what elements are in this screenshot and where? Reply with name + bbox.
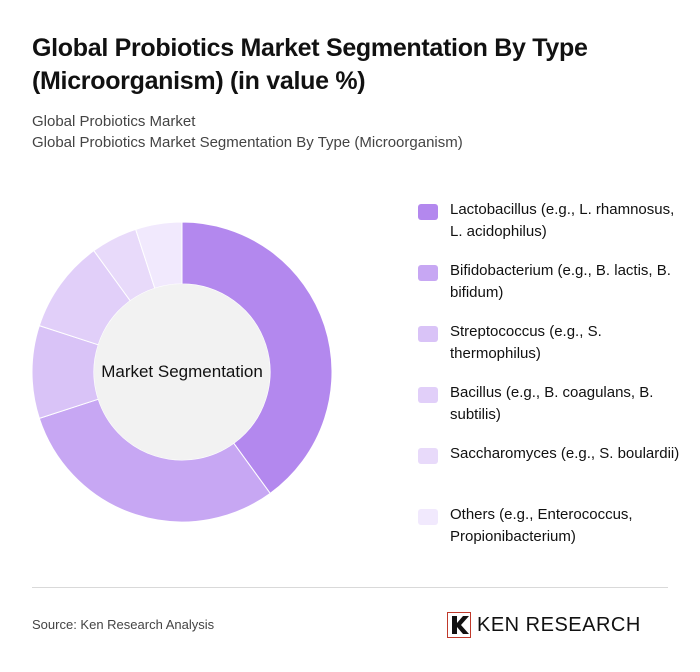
chart-subtitle-segmentation: Global Probiotics Market Segmentation By… [32, 134, 463, 151]
legend-swatch [418, 387, 438, 403]
ken-research-logo: KEN RESEARCH [447, 612, 669, 638]
legend-label: Streptococcus (e.g., S. thermophilus) [450, 323, 602, 362]
legend-label: Others (e.g., Enterococcus, Propionibact… [450, 506, 633, 545]
donut-center-label: Market Segmentation [101, 362, 263, 381]
legend-swatch [418, 448, 438, 464]
legend-swatch [418, 326, 438, 342]
legend-swatch [418, 509, 438, 525]
footer-divider [32, 587, 668, 588]
donut-hole [94, 284, 270, 460]
ken-research-logo-text: KEN RESEARCH [477, 614, 641, 636]
legend-label: Lactobacillus (e.g., L. rhamnosus, L. ac… [450, 201, 675, 240]
legend-label: Bifidobacterium (e.g., B. lactis, B. bif… [450, 262, 671, 301]
chart-title: Global Probiotics Market Segmentation By… [32, 34, 588, 95]
chart-subtitle-market: Global Probiotics Market [32, 113, 196, 130]
ken-research-logo-mark [447, 612, 471, 638]
legend-label: Bacillus (e.g., B. coagulans, B. subtili… [450, 384, 654, 423]
source-note: Source: Ken Research Analysis [32, 617, 215, 632]
legend-swatch [418, 204, 438, 220]
legend-label: Saccharomyces (e.g., S. boulardii) [450, 445, 680, 462]
legend-swatch [418, 265, 438, 281]
